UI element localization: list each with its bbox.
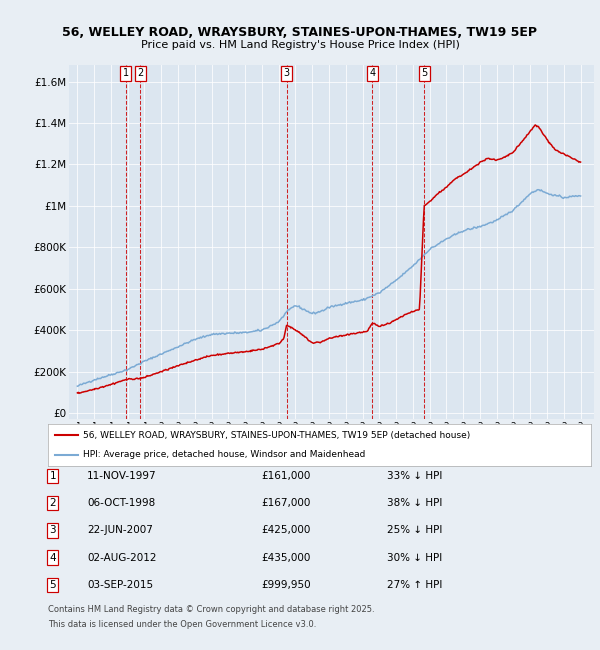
Text: £161,000: £161,000 xyxy=(261,471,310,481)
Text: 11-NOV-1997: 11-NOV-1997 xyxy=(87,471,157,481)
Text: £999,950: £999,950 xyxy=(261,580,311,590)
Text: 56, WELLEY ROAD, WRAYSBURY, STAINES-UPON-THAMES, TW19 5EP: 56, WELLEY ROAD, WRAYSBURY, STAINES-UPON… xyxy=(62,26,538,39)
Text: This data is licensed under the Open Government Licence v3.0.: This data is licensed under the Open Gov… xyxy=(48,619,316,629)
Text: 3: 3 xyxy=(283,68,290,78)
Text: £435,000: £435,000 xyxy=(261,552,310,563)
Text: HPI: Average price, detached house, Windsor and Maidenhead: HPI: Average price, detached house, Wind… xyxy=(83,450,365,459)
Text: £167,000: £167,000 xyxy=(261,498,310,508)
Text: 25% ↓ HPI: 25% ↓ HPI xyxy=(387,525,442,536)
Text: 27% ↑ HPI: 27% ↑ HPI xyxy=(387,580,442,590)
Text: 03-SEP-2015: 03-SEP-2015 xyxy=(87,580,153,590)
Text: 1: 1 xyxy=(122,68,128,78)
Text: 4: 4 xyxy=(369,68,376,78)
Text: £425,000: £425,000 xyxy=(261,525,310,536)
Text: 02-AUG-2012: 02-AUG-2012 xyxy=(87,552,157,563)
Text: Contains HM Land Registry data © Crown copyright and database right 2025.: Contains HM Land Registry data © Crown c… xyxy=(48,605,374,614)
Text: 33% ↓ HPI: 33% ↓ HPI xyxy=(387,471,442,481)
Text: 5: 5 xyxy=(421,68,427,78)
Text: 4: 4 xyxy=(49,552,56,563)
Text: 3: 3 xyxy=(49,525,56,536)
Text: 1: 1 xyxy=(49,471,56,481)
Text: 30% ↓ HPI: 30% ↓ HPI xyxy=(387,552,442,563)
Text: 56, WELLEY ROAD, WRAYSBURY, STAINES-UPON-THAMES, TW19 5EP (detached house): 56, WELLEY ROAD, WRAYSBURY, STAINES-UPON… xyxy=(83,431,470,439)
Text: 06-OCT-1998: 06-OCT-1998 xyxy=(87,498,155,508)
Text: 5: 5 xyxy=(49,580,56,590)
Text: 38% ↓ HPI: 38% ↓ HPI xyxy=(387,498,442,508)
Text: 2: 2 xyxy=(49,498,56,508)
Text: Price paid vs. HM Land Registry's House Price Index (HPI): Price paid vs. HM Land Registry's House … xyxy=(140,40,460,50)
Text: 2: 2 xyxy=(137,68,143,78)
Text: 22-JUN-2007: 22-JUN-2007 xyxy=(87,525,153,536)
